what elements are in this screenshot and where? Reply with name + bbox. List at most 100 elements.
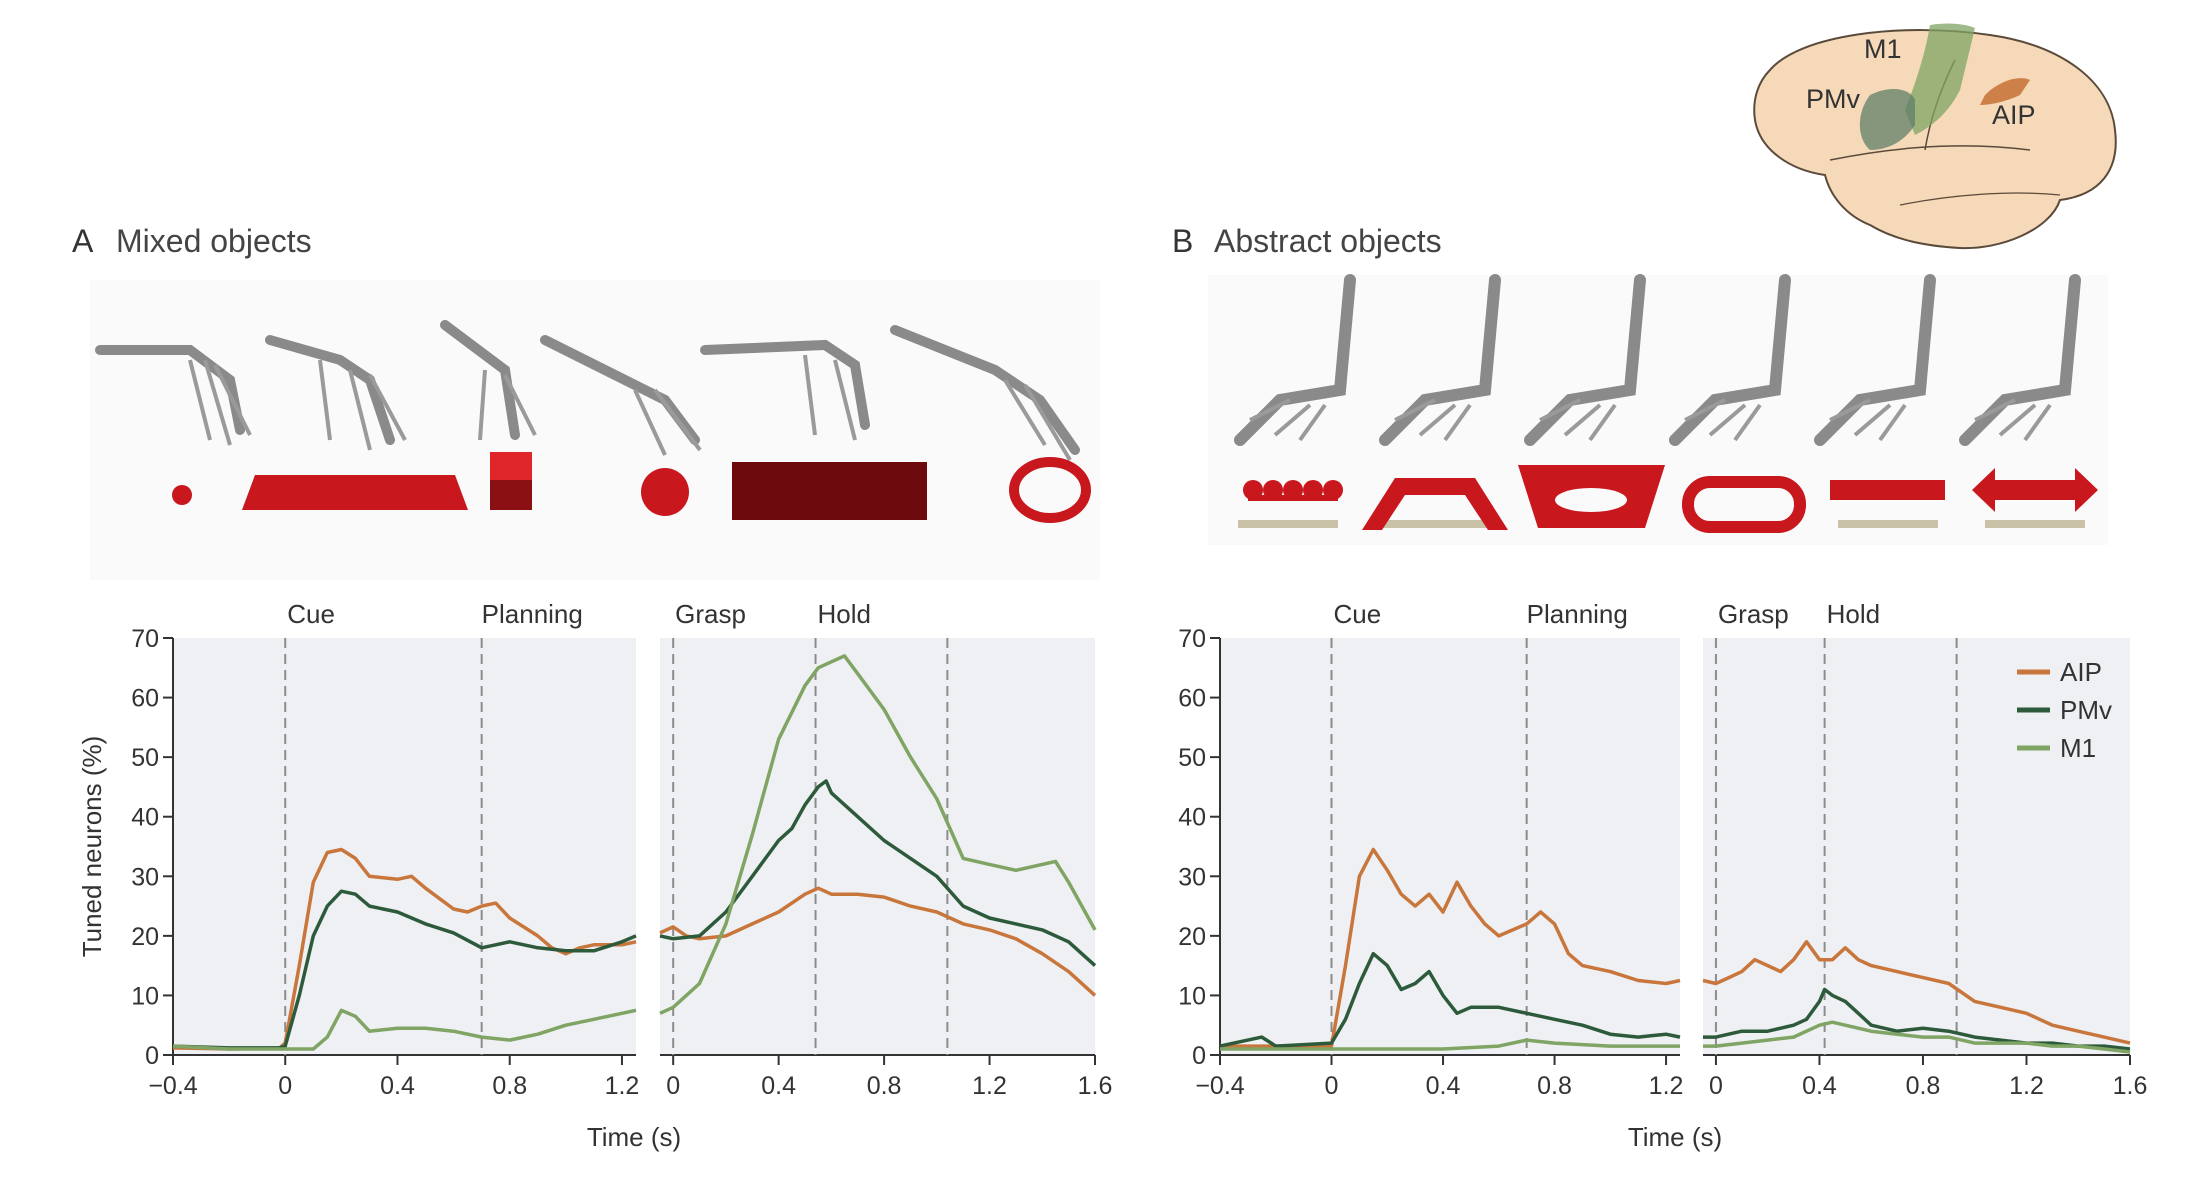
x-tick-label: 0.8 bbox=[492, 1072, 527, 1100]
event-label-hold: Hold bbox=[818, 599, 871, 629]
skeletal-hand-icon bbox=[1234, 274, 1356, 446]
y-tick-label: 40 bbox=[1178, 804, 1206, 832]
x-tick-label: 1.6 bbox=[2113, 1072, 2148, 1100]
series-line-aip-segment-1 bbox=[172, 847, 637, 1051]
bar-object bbox=[242, 475, 468, 510]
legend-label-m1: M1 bbox=[2060, 733, 2096, 763]
series-line-m1-segment-1 bbox=[1220, 1038, 1680, 1051]
series-line-m1-segment-2 bbox=[659, 654, 1097, 1015]
sphere-object bbox=[641, 468, 689, 516]
event-label-hold: Hold bbox=[1827, 599, 1880, 629]
series-line-aip-segment-2 bbox=[1702, 940, 2131, 1045]
brain-label-pmv: PMv bbox=[1806, 84, 1861, 114]
aip-region bbox=[1980, 78, 2030, 105]
pmv-region bbox=[1859, 88, 1915, 150]
skeletal-hand-icon bbox=[1959, 274, 2081, 446]
series-line-pmv-segment-1 bbox=[1219, 951, 1681, 1048]
y-tick-label: 0 bbox=[1192, 1042, 1206, 1070]
skeletal-hand-icon bbox=[1814, 274, 1936, 446]
series-line-m1-segment-2 bbox=[1703, 1020, 2131, 1054]
brain-label-aip: AIP bbox=[1992, 100, 2036, 130]
legend-label-aip: AIP bbox=[2060, 657, 2102, 687]
y-tick-label: 0 bbox=[145, 1042, 159, 1070]
y-tick-label: 40 bbox=[131, 804, 159, 832]
series-line-m1-segment-1 bbox=[172, 1008, 637, 1051]
skeletal-hand-icon bbox=[265, 335, 407, 451]
skeletal-hand-icon bbox=[1669, 274, 1791, 446]
x-tick-label: 0 bbox=[666, 1072, 680, 1100]
event-label-planning: Planning bbox=[482, 599, 583, 629]
m1-region bbox=[1905, 23, 1975, 135]
x-tick-label: 1.2 bbox=[605, 1072, 640, 1100]
y-tick-label: 10 bbox=[1178, 982, 1206, 1010]
x-tick-label: 0.8 bbox=[1537, 1072, 1572, 1100]
x-tick-label: −0.4 bbox=[1195, 1072, 1244, 1100]
panel-a-title: Mixed objects bbox=[116, 223, 312, 259]
plot-background-segment-2 bbox=[1703, 638, 2130, 1055]
y-tick-label: 60 bbox=[131, 685, 159, 713]
x-tick-label: 1.2 bbox=[972, 1072, 1007, 1100]
plot-background-segment-1 bbox=[173, 638, 636, 1055]
brain-sulcus bbox=[1899, 192, 2061, 206]
x-tick-label: 0.4 bbox=[380, 1072, 415, 1100]
event-label-grasp: Grasp bbox=[675, 599, 746, 629]
series-line-pmv-segment-1 bbox=[172, 889, 637, 1050]
brain-label-m1: M1 bbox=[1864, 34, 1902, 64]
skeletal-hand-icon bbox=[890, 325, 1080, 462]
x-tick-label: 0.4 bbox=[1802, 1072, 1837, 1100]
x-axis-title: Time (s) bbox=[1628, 1122, 1722, 1152]
x-tick-label: 0.4 bbox=[1426, 1072, 1461, 1100]
skeletal-hand-icon bbox=[1379, 274, 1501, 446]
event-label-cue: Cue bbox=[1334, 599, 1382, 629]
y-tick-label: 70 bbox=[131, 625, 159, 653]
event-label-grasp: Grasp bbox=[1718, 599, 1789, 629]
y-tick-label: 30 bbox=[1178, 863, 1206, 891]
y-tick-label: 50 bbox=[131, 744, 159, 772]
series-line-aip-segment-1 bbox=[1220, 847, 1681, 1048]
x-tick-label: 1.6 bbox=[1078, 1072, 1113, 1100]
x-tick-label: 1.2 bbox=[1649, 1072, 1684, 1100]
skeletal-hand-icon bbox=[540, 335, 702, 456]
y-tick-label: 10 bbox=[131, 982, 159, 1010]
legend-label-pmv: PMv bbox=[2060, 695, 2112, 725]
loop-object bbox=[1682, 476, 1806, 533]
y-tick-label: 20 bbox=[1178, 923, 1206, 951]
handle-object bbox=[1362, 478, 1508, 530]
y-tick-label: 50 bbox=[1178, 744, 1206, 772]
x-tick-label: 1.2 bbox=[2009, 1072, 2044, 1100]
y-axis-title: Tuned neurons (%) bbox=[77, 736, 107, 958]
panel-b-title: Abstract objects bbox=[1214, 223, 1442, 259]
illustration-background bbox=[90, 280, 1100, 580]
plot-background-segment-1 bbox=[1220, 638, 1680, 1055]
illustration-background bbox=[1208, 275, 2108, 545]
small-sphere-object bbox=[172, 485, 192, 505]
ring-object bbox=[1009, 457, 1091, 523]
x-tick-label: 0 bbox=[1709, 1072, 1723, 1100]
y-tick-label: 70 bbox=[1178, 625, 1206, 653]
x-axis-title: Time (s) bbox=[587, 1122, 681, 1152]
x-tick-label: 0 bbox=[1325, 1072, 1339, 1100]
balls-on-rod-object bbox=[1238, 480, 1343, 528]
event-label-planning: Planning bbox=[1527, 599, 1628, 629]
double-arrow-object bbox=[1972, 468, 2098, 528]
trapezoid-object bbox=[1518, 465, 1665, 528]
y-tick-label: 30 bbox=[131, 863, 159, 891]
panel-b-letter: B bbox=[1172, 223, 1193, 259]
skeletal-hand-icon bbox=[1524, 274, 1646, 446]
box-object bbox=[732, 462, 927, 520]
y-tick-label: 20 bbox=[131, 923, 159, 951]
cube-top bbox=[490, 452, 532, 480]
series-line-aip-segment-2 bbox=[659, 886, 1097, 997]
brain-sulcus bbox=[1829, 145, 2031, 161]
legend: AIP PMv M1 bbox=[2017, 657, 2112, 763]
y-tick-label: 60 bbox=[1178, 685, 1206, 713]
event-label-cue: Cue bbox=[287, 599, 335, 629]
x-tick-label: 0.8 bbox=[1906, 1072, 1941, 1100]
x-tick-label: 0.8 bbox=[867, 1072, 902, 1100]
skeletal-hand-icon bbox=[700, 339, 870, 441]
panel-a-letter: A bbox=[72, 223, 94, 259]
x-tick-label: −0.4 bbox=[148, 1072, 197, 1100]
